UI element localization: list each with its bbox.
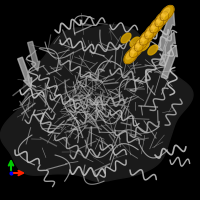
Ellipse shape bbox=[134, 36, 148, 51]
Ellipse shape bbox=[150, 18, 164, 33]
Ellipse shape bbox=[148, 45, 158, 55]
Polygon shape bbox=[159, 32, 175, 66]
Polygon shape bbox=[28, 41, 40, 71]
Polygon shape bbox=[18, 57, 32, 88]
Polygon shape bbox=[161, 45, 177, 79]
Polygon shape bbox=[0, 25, 193, 182]
Ellipse shape bbox=[124, 48, 138, 64]
Ellipse shape bbox=[147, 26, 154, 35]
Ellipse shape bbox=[139, 41, 149, 51]
Ellipse shape bbox=[155, 12, 169, 27]
Ellipse shape bbox=[130, 37, 140, 47]
Ellipse shape bbox=[139, 30, 153, 45]
Polygon shape bbox=[157, 12, 175, 51]
Ellipse shape bbox=[129, 42, 143, 57]
Ellipse shape bbox=[160, 5, 174, 21]
Ellipse shape bbox=[131, 45, 139, 53]
Ellipse shape bbox=[152, 20, 159, 29]
Ellipse shape bbox=[162, 8, 170, 16]
Ellipse shape bbox=[137, 39, 144, 47]
Ellipse shape bbox=[145, 24, 159, 39]
Ellipse shape bbox=[142, 32, 149, 41]
Ellipse shape bbox=[121, 33, 131, 43]
Ellipse shape bbox=[126, 51, 134, 59]
Ellipse shape bbox=[157, 14, 165, 22]
